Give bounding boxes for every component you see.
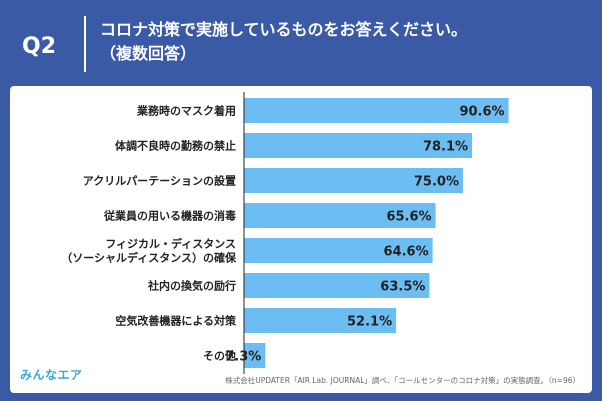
category-label-8: その他: [203, 349, 236, 363]
value-label-3: 75.0%: [414, 175, 459, 190]
question-title-line1: コロナ対策で実施しているものをお答えください。: [100, 20, 468, 39]
question-title: コロナ対策で実施しているものをお答えください。 （複数回答）: [100, 18, 590, 66]
bar-1: [244, 98, 509, 123]
brand-logo: みんなエア: [20, 368, 83, 382]
value-label-6: 63.5%: [380, 280, 425, 295]
value-label-7: 52.1%: [347, 315, 392, 330]
bar-4: [244, 203, 436, 228]
header-divider: [84, 16, 86, 72]
category-label-2: 体調不良時の勤務の禁止: [115, 139, 236, 153]
bar-8: [244, 343, 266, 368]
value-label-5: 64.6%: [384, 245, 429, 260]
value-label-1: 90.6%: [459, 105, 504, 120]
category-label-6: 社内の換気の励行: [147, 279, 236, 293]
value-label-2: 78.1%: [423, 140, 468, 155]
bar-3: [244, 168, 463, 193]
bar-6: [244, 273, 430, 298]
category-label-3: アクリルパーテーションの設置: [83, 174, 236, 188]
category-label-1: 業務時のマスク着用: [136, 104, 236, 118]
category-label-4: 従業員の用いる機器の消毒: [103, 209, 236, 223]
bar-7: [244, 308, 397, 333]
bar-5: [244, 238, 433, 263]
source-note: 株式会社UPDATER「AIR Lab. JOURNAL」調べ、「コールセンター…: [225, 376, 580, 385]
question-title-line2: （複数回答）: [100, 44, 197, 63]
value-label-4: 65.6%: [386, 210, 431, 225]
category-label-7: 空気改善機器による対策: [115, 314, 237, 328]
category-label-5: フィジカル・ディスタンス（ソーシャルディスタンス）の確保: [61, 237, 237, 265]
bar-2: [244, 133, 473, 158]
question-number: Q2: [22, 34, 57, 59]
value-label-8: 7.3%: [225, 350, 261, 365]
